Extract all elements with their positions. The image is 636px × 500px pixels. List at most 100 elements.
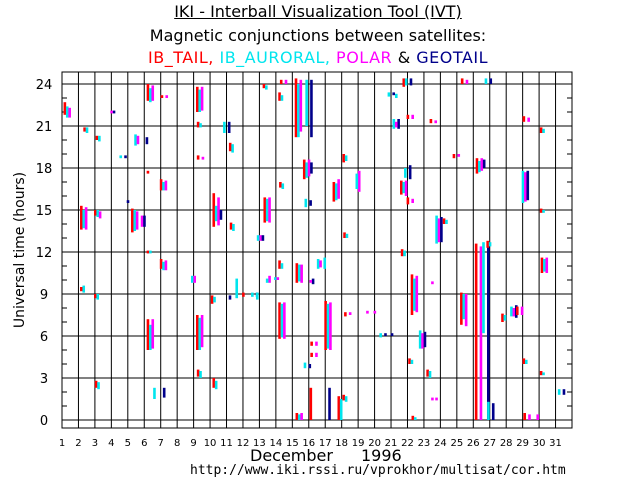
conjunction-bar-ib-auroral	[305, 162, 308, 178]
conjunction-bar-polar	[421, 333, 424, 349]
conjunction-bar-polar	[465, 79, 469, 84]
conjunction-bar-ib-auroral	[557, 389, 561, 395]
conjunction-bar-geotail	[311, 278, 315, 285]
conjunction-bar-ib-auroral	[542, 128, 545, 133]
conjunction-bar-geotail	[491, 403, 495, 420]
conjunction-bar-geotail	[227, 121, 231, 133]
conjunction-bar-ib-tail	[429, 119, 433, 124]
conjunction-bar-ib-auroral	[231, 144, 234, 153]
conjunction-bar-ib-auroral	[82, 210, 86, 229]
conjunction-bar-polar	[348, 312, 352, 315]
conjunction-bar-ib-auroral	[395, 93, 398, 98]
conjunction-bar-polar	[411, 114, 414, 119]
conjunction-bar-ib-tail	[196, 315, 199, 350]
conjunction-bar-ib-auroral	[344, 396, 348, 402]
conjunction-bar-ib-auroral	[199, 371, 202, 378]
conjunction-bar-ib-auroral	[149, 324, 152, 350]
legend: IB_TAIL, IB_AURORAL, POLAR & GEOTAIL	[0, 48, 636, 67]
conjunction-bar-ib-tail	[80, 287, 83, 292]
conjunction-bar-ib-auroral	[153, 387, 156, 399]
conjunction-bar-polar	[283, 302, 286, 339]
conjunction-bar-geotail	[526, 170, 530, 201]
conjunction-bar-polar	[411, 198, 414, 203]
conjunction-bar-polar	[276, 277, 280, 280]
conjunction-bar-ib-auroral	[162, 261, 165, 271]
conjunction-bar-ib-auroral	[413, 278, 416, 311]
legend-geotail: GEOTAIL	[416, 48, 488, 67]
conjunction-bar-ib-auroral	[256, 235, 260, 241]
conjunction-bar-geotail	[482, 159, 486, 168]
conjunction-bar-ib-tail	[95, 135, 99, 140]
conjunction-bar-polar	[135, 211, 139, 230]
conjunction-bar-ib-tail	[400, 180, 403, 195]
conjunction-bar-ib-tail	[263, 197, 267, 223]
conjunction-bar-ib-auroral	[98, 135, 101, 142]
conjunction-bar-ib-tail	[324, 301, 327, 350]
conjunction-bar-polar	[394, 121, 398, 128]
conjunction-bar-polar	[512, 308, 516, 317]
conjunction-bar-geotail	[124, 155, 127, 159]
conjunction-bar-polar	[268, 275, 271, 283]
x-tick-label: 19	[352, 438, 365, 449]
x-tick-label: 26	[467, 438, 480, 449]
y-tick-label: 0	[40, 414, 48, 429]
conjunction-bar-ib-auroral	[402, 182, 406, 194]
conjunction-bar-ib-tail	[196, 121, 200, 128]
y-tick-label: 15	[36, 204, 53, 219]
conjunction-bar-ib-auroral	[521, 170, 525, 203]
y-tick-label: 6	[40, 330, 48, 345]
conjunction-bar-ib-auroral	[134, 134, 137, 146]
conjunction-bar-polar	[110, 110, 113, 114]
conjunction-bar-ib-auroral	[404, 78, 408, 86]
conjunction-bar-ib-tail	[310, 352, 313, 357]
conjunction-bar-ib-tail	[523, 413, 526, 420]
conjunction-bar-ib-auroral	[413, 417, 417, 420]
conjunction-bar-polar	[319, 260, 322, 268]
conjunction-bar-ib-auroral	[542, 210, 545, 213]
conjunction-bar-ib-auroral	[478, 161, 481, 173]
conjunction-bar-ib-tail	[539, 127, 543, 133]
conjunction-bar-ib-tail	[400, 249, 404, 257]
conjunction-bar-ib-auroral	[235, 278, 239, 299]
conjunction-bar-ib-tail	[294, 78, 298, 138]
conjunction-bar-polar	[307, 159, 311, 177]
x-tick-label: 20	[368, 438, 381, 449]
conjunction-bar-polar	[164, 260, 168, 271]
conjunction-bar-geotail	[390, 333, 394, 336]
conjunction-bar-ib-auroral	[482, 242, 485, 334]
conjunction-bar-geotail	[489, 78, 493, 84]
conjunction-bar-ib-tail	[242, 292, 245, 297]
conjunction-bar-polar	[84, 207, 88, 230]
conjunction-bar-ib-auroral	[82, 285, 86, 293]
conjunction-bar-ib-tail	[486, 240, 489, 248]
conjunction-bar-ib-tail	[159, 179, 163, 191]
conjunction-bar-ib-tail	[212, 378, 216, 388]
conjunction-bar-ib-auroral	[435, 215, 438, 244]
conjunction-bar-ib-auroral	[280, 95, 284, 101]
conjunction-bar-polar	[299, 79, 303, 132]
conjunction-bar-polar	[300, 413, 303, 420]
conjunction-bar-geotail	[486, 243, 490, 420]
conjunction-bar-ib-auroral	[297, 264, 301, 282]
conjunction-bar-ib-tail	[452, 154, 456, 159]
conjunction-bar-ib-tail	[411, 415, 415, 420]
conjunction-bar-ib-tail	[196, 155, 200, 160]
conjunction-bar-ib-auroral	[488, 242, 492, 247]
source-url: http://www.iki.rssi.ru/vprokhor/multisat…	[190, 463, 566, 478]
x-tick-label: 3	[92, 438, 98, 449]
conjunction-bar-ib-tail	[279, 79, 283, 84]
x-tick-label: 10	[204, 438, 217, 449]
conjunction-bar-ib-auroral	[214, 380, 218, 390]
conjunction-bar-ib-tail	[278, 92, 281, 101]
x-tick-label: 23	[418, 438, 431, 449]
conjunction-bar-geotail	[126, 200, 130, 203]
conjunction-bar-ib-tail	[406, 197, 410, 205]
conjunction-bar-ib-tail	[539, 208, 543, 213]
conjunction-bar-polar	[437, 218, 441, 243]
x-tick-label: 6	[141, 438, 147, 449]
conjunction-bar-ib-tail	[475, 158, 479, 174]
conjunction-bar-ib-auroral	[339, 399, 343, 420]
conjunction-bar-ib-tail	[94, 380, 98, 388]
conjunction-bar-ib-tail	[406, 114, 410, 119]
conjunction-bar-ib-tail	[278, 260, 281, 269]
